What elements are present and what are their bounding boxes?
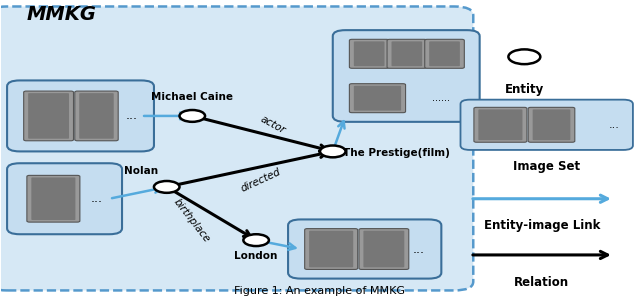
FancyBboxPatch shape [349,84,406,113]
FancyBboxPatch shape [27,176,80,222]
Circle shape [154,181,179,193]
FancyBboxPatch shape [359,229,409,269]
Text: Michael Caine: Michael Caine [151,92,233,102]
Text: Entity-image Link: Entity-image Link [484,219,600,232]
FancyBboxPatch shape [28,93,69,139]
FancyBboxPatch shape [79,93,114,139]
Text: Relation: Relation [515,276,570,289]
FancyBboxPatch shape [478,110,522,140]
Text: ...: ... [125,110,138,122]
Text: actor: actor [259,114,287,135]
Text: birthplace: birthplace [172,197,211,244]
Text: London: London [234,251,278,261]
Circle shape [320,146,346,157]
FancyBboxPatch shape [392,41,422,66]
FancyBboxPatch shape [31,177,76,220]
Text: ...: ... [413,242,425,256]
Text: ...: ... [90,192,102,205]
FancyBboxPatch shape [474,107,527,142]
FancyBboxPatch shape [354,86,401,111]
FancyBboxPatch shape [7,80,154,152]
FancyBboxPatch shape [461,100,633,150]
Text: Image Set: Image Set [513,160,580,173]
FancyBboxPatch shape [333,30,479,122]
Text: ...: ... [609,120,619,130]
FancyBboxPatch shape [75,91,118,141]
Text: The Prestige(film): The Prestige(film) [343,148,450,158]
FancyBboxPatch shape [364,231,404,267]
Text: directed: directed [239,167,282,194]
FancyBboxPatch shape [532,110,570,140]
FancyBboxPatch shape [7,163,122,234]
Text: Figure 1: An example of MMKG: Figure 1: An example of MMKG [234,286,406,296]
Circle shape [508,50,540,64]
FancyBboxPatch shape [305,229,358,269]
FancyBboxPatch shape [528,107,575,142]
Text: ......: ...... [433,93,451,103]
FancyBboxPatch shape [288,219,442,279]
Circle shape [179,110,205,122]
FancyBboxPatch shape [0,7,473,290]
Text: Nolan: Nolan [124,166,158,176]
FancyBboxPatch shape [429,41,460,66]
FancyBboxPatch shape [425,39,465,68]
Circle shape [243,234,269,246]
FancyBboxPatch shape [354,41,385,66]
FancyBboxPatch shape [24,91,74,141]
Text: Entity: Entity [505,83,544,96]
FancyBboxPatch shape [349,39,389,68]
FancyBboxPatch shape [309,231,353,267]
FancyBboxPatch shape [387,39,427,68]
Text: MMKG: MMKG [26,5,96,24]
